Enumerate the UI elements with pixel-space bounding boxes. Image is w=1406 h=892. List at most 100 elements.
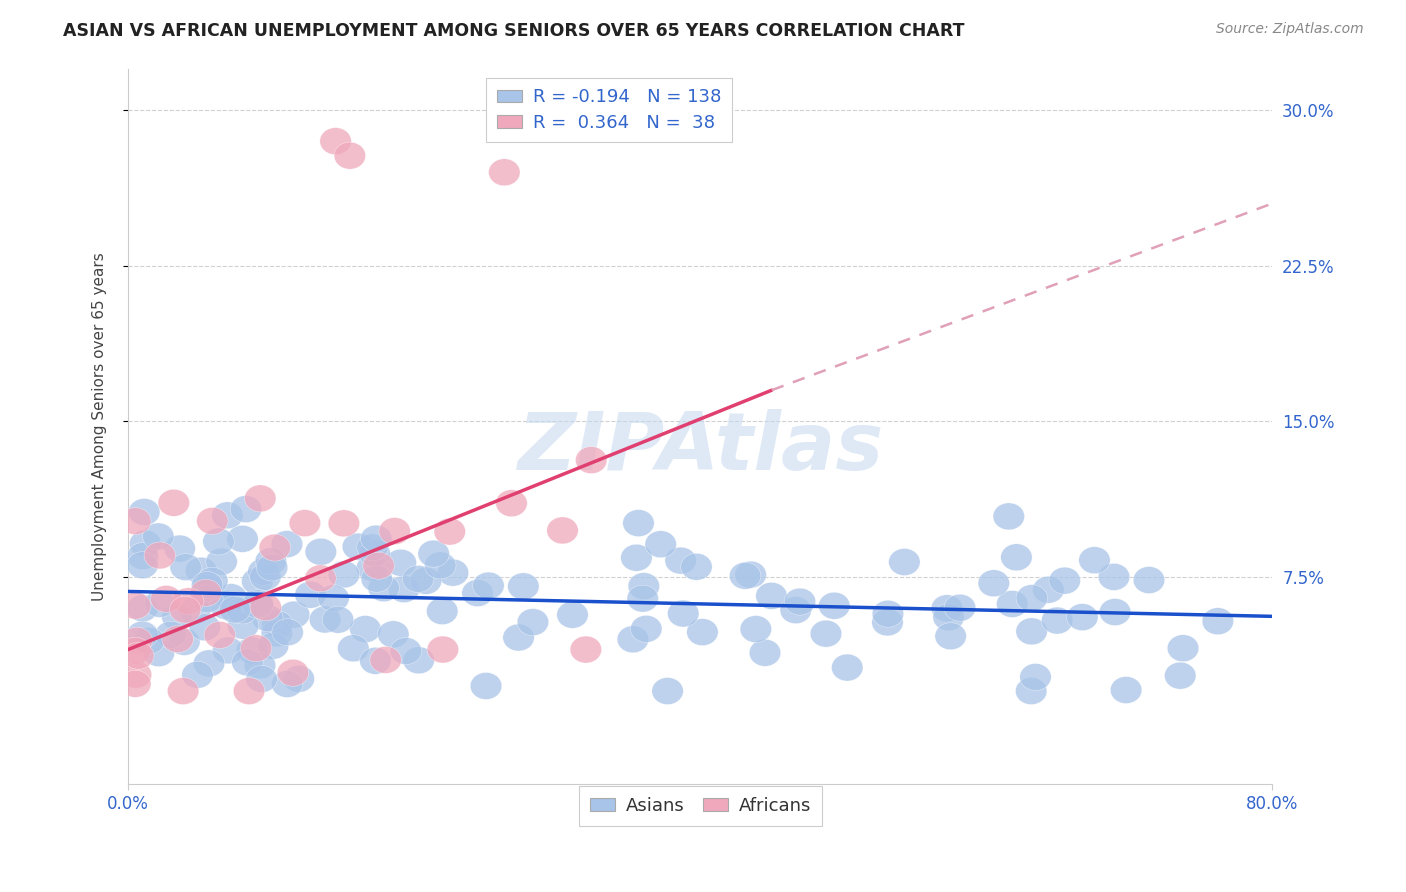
Ellipse shape [226,525,259,552]
Ellipse shape [257,632,288,659]
Ellipse shape [356,554,388,582]
Ellipse shape [363,552,394,579]
Ellipse shape [818,592,851,619]
Ellipse shape [935,623,966,649]
Ellipse shape [143,640,174,666]
Ellipse shape [997,591,1028,617]
Ellipse shape [1001,544,1032,571]
Ellipse shape [388,575,419,603]
Ellipse shape [129,530,160,558]
Ellipse shape [305,538,336,566]
Ellipse shape [735,561,766,588]
Ellipse shape [226,597,257,624]
Ellipse shape [1049,567,1080,594]
Ellipse shape [620,544,652,571]
Ellipse shape [271,531,302,558]
Ellipse shape [1111,676,1142,704]
Ellipse shape [1078,547,1111,574]
Ellipse shape [370,647,401,673]
Ellipse shape [181,661,214,689]
Ellipse shape [127,595,159,622]
Ellipse shape [233,678,264,705]
Ellipse shape [231,496,262,523]
Ellipse shape [425,552,456,579]
Ellipse shape [645,531,676,558]
Ellipse shape [120,671,150,698]
Ellipse shape [378,621,409,648]
Ellipse shape [245,652,276,679]
Ellipse shape [212,637,243,664]
Ellipse shape [155,622,187,648]
Ellipse shape [503,624,534,651]
Ellipse shape [361,566,392,592]
Ellipse shape [547,517,578,544]
Ellipse shape [686,619,718,646]
Ellipse shape [188,614,221,640]
Ellipse shape [831,654,863,681]
Ellipse shape [309,606,340,633]
Ellipse shape [1019,664,1052,690]
Ellipse shape [335,142,366,169]
Ellipse shape [252,605,283,632]
Ellipse shape [1017,584,1047,612]
Ellipse shape [193,650,225,677]
Ellipse shape [240,635,271,662]
Ellipse shape [197,567,228,594]
Text: Source: ZipAtlas.com: Source: ZipAtlas.com [1216,22,1364,37]
Ellipse shape [489,159,520,186]
Ellipse shape [247,558,280,585]
Ellipse shape [385,549,416,576]
Ellipse shape [630,615,662,642]
Ellipse shape [143,591,176,617]
Ellipse shape [256,554,288,581]
Ellipse shape [162,625,194,653]
Ellipse shape [120,637,150,665]
Ellipse shape [305,565,336,592]
Ellipse shape [337,635,368,662]
Ellipse shape [191,572,224,599]
Ellipse shape [1164,662,1197,690]
Ellipse shape [322,607,354,633]
Ellipse shape [569,636,602,663]
Ellipse shape [202,528,235,555]
Ellipse shape [461,580,494,607]
Ellipse shape [810,620,842,648]
Ellipse shape [143,542,176,569]
Ellipse shape [360,648,391,674]
Ellipse shape [785,588,815,615]
Ellipse shape [120,508,150,534]
Ellipse shape [872,600,904,627]
Ellipse shape [979,570,1010,597]
Ellipse shape [359,540,391,566]
Ellipse shape [740,615,772,642]
Ellipse shape [277,659,309,686]
Text: ZIPAtlas: ZIPAtlas [517,409,883,487]
Ellipse shape [378,517,411,544]
Ellipse shape [411,567,441,594]
Ellipse shape [342,533,374,560]
Ellipse shape [931,595,963,622]
Ellipse shape [295,582,326,608]
Ellipse shape [283,665,315,692]
Ellipse shape [1015,678,1047,705]
Ellipse shape [209,592,242,620]
Ellipse shape [245,485,276,512]
Ellipse shape [262,611,292,638]
Ellipse shape [250,594,281,621]
Ellipse shape [254,548,287,574]
Ellipse shape [127,621,159,648]
Ellipse shape [180,598,211,624]
Ellipse shape [191,586,224,613]
Ellipse shape [205,549,238,575]
Ellipse shape [872,609,903,636]
Ellipse shape [170,596,201,624]
Ellipse shape [391,638,422,665]
Ellipse shape [128,499,160,525]
Ellipse shape [472,572,505,599]
Ellipse shape [730,562,761,590]
Ellipse shape [623,509,654,537]
Ellipse shape [404,647,434,673]
Ellipse shape [402,566,434,592]
Ellipse shape [142,523,174,550]
Ellipse shape [496,490,527,516]
